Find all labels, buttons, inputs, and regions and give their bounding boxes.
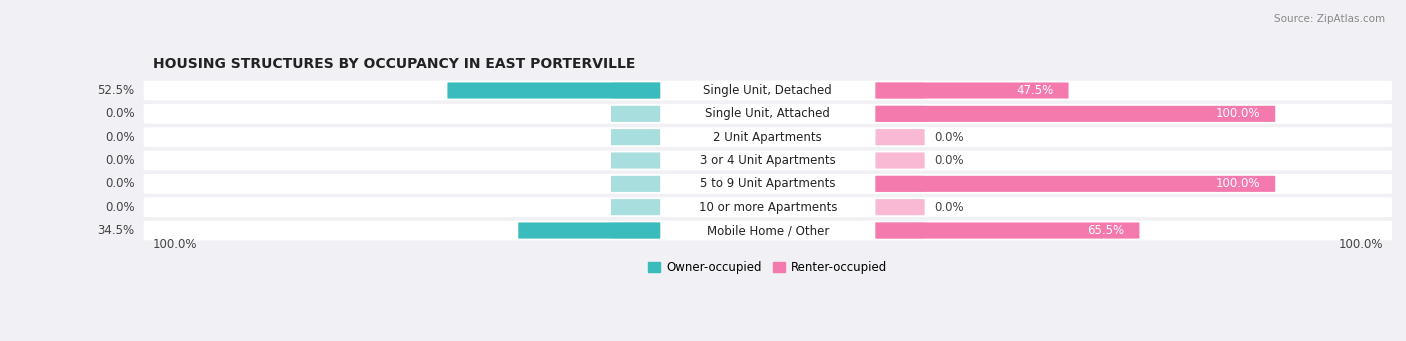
FancyBboxPatch shape	[612, 106, 661, 122]
Text: 3 or 4 Unit Apartments: 3 or 4 Unit Apartments	[700, 154, 835, 167]
FancyBboxPatch shape	[143, 127, 1392, 147]
Text: 0.0%: 0.0%	[934, 131, 963, 144]
Text: 10 or more Apartments: 10 or more Apartments	[699, 201, 837, 214]
FancyBboxPatch shape	[612, 222, 661, 239]
FancyBboxPatch shape	[612, 199, 661, 215]
FancyBboxPatch shape	[876, 83, 925, 99]
FancyBboxPatch shape	[876, 222, 925, 239]
FancyBboxPatch shape	[143, 80, 1392, 101]
Text: HOUSING STRUCTURES BY OCCUPANCY IN EAST PORTERVILLE: HOUSING STRUCTURES BY OCCUPANCY IN EAST …	[153, 57, 636, 71]
FancyBboxPatch shape	[876, 129, 925, 145]
FancyBboxPatch shape	[612, 129, 661, 145]
FancyBboxPatch shape	[143, 151, 1392, 170]
FancyBboxPatch shape	[876, 199, 925, 215]
Text: Single Unit, Attached: Single Unit, Attached	[706, 107, 831, 120]
Text: 5 to 9 Unit Apartments: 5 to 9 Unit Apartments	[700, 177, 835, 190]
Text: Mobile Home / Other: Mobile Home / Other	[707, 224, 830, 237]
FancyBboxPatch shape	[143, 104, 1392, 124]
FancyBboxPatch shape	[447, 83, 661, 99]
FancyBboxPatch shape	[876, 176, 925, 192]
FancyBboxPatch shape	[612, 152, 661, 168]
Text: 0.0%: 0.0%	[105, 154, 135, 167]
FancyBboxPatch shape	[876, 106, 925, 122]
Text: 0.0%: 0.0%	[934, 201, 963, 214]
Text: 34.5%: 34.5%	[97, 224, 135, 237]
FancyBboxPatch shape	[876, 176, 1275, 192]
Text: Single Unit, Detached: Single Unit, Detached	[703, 84, 832, 97]
Text: 100.0%: 100.0%	[1339, 238, 1384, 252]
FancyBboxPatch shape	[876, 83, 1069, 99]
Text: 0.0%: 0.0%	[105, 131, 135, 144]
Legend: Owner-occupied, Renter-occupied: Owner-occupied, Renter-occupied	[644, 256, 891, 279]
FancyBboxPatch shape	[143, 197, 1392, 217]
Text: 2 Unit Apartments: 2 Unit Apartments	[713, 131, 823, 144]
Text: 47.5%: 47.5%	[1017, 84, 1053, 97]
Text: 0.0%: 0.0%	[934, 154, 963, 167]
FancyBboxPatch shape	[143, 174, 1392, 194]
Text: 100.0%: 100.0%	[1215, 107, 1260, 120]
Text: 100.0%: 100.0%	[153, 238, 197, 252]
Text: 0.0%: 0.0%	[105, 201, 135, 214]
FancyBboxPatch shape	[612, 83, 661, 99]
FancyBboxPatch shape	[876, 106, 1275, 122]
Text: 100.0%: 100.0%	[1215, 177, 1260, 190]
Text: 0.0%: 0.0%	[105, 107, 135, 120]
FancyBboxPatch shape	[876, 222, 1139, 239]
Text: 52.5%: 52.5%	[97, 84, 135, 97]
FancyBboxPatch shape	[876, 152, 925, 168]
Text: 65.5%: 65.5%	[1087, 224, 1123, 237]
FancyBboxPatch shape	[612, 176, 661, 192]
FancyBboxPatch shape	[143, 221, 1392, 240]
Text: 0.0%: 0.0%	[105, 177, 135, 190]
FancyBboxPatch shape	[519, 222, 661, 239]
Text: Source: ZipAtlas.com: Source: ZipAtlas.com	[1274, 14, 1385, 24]
